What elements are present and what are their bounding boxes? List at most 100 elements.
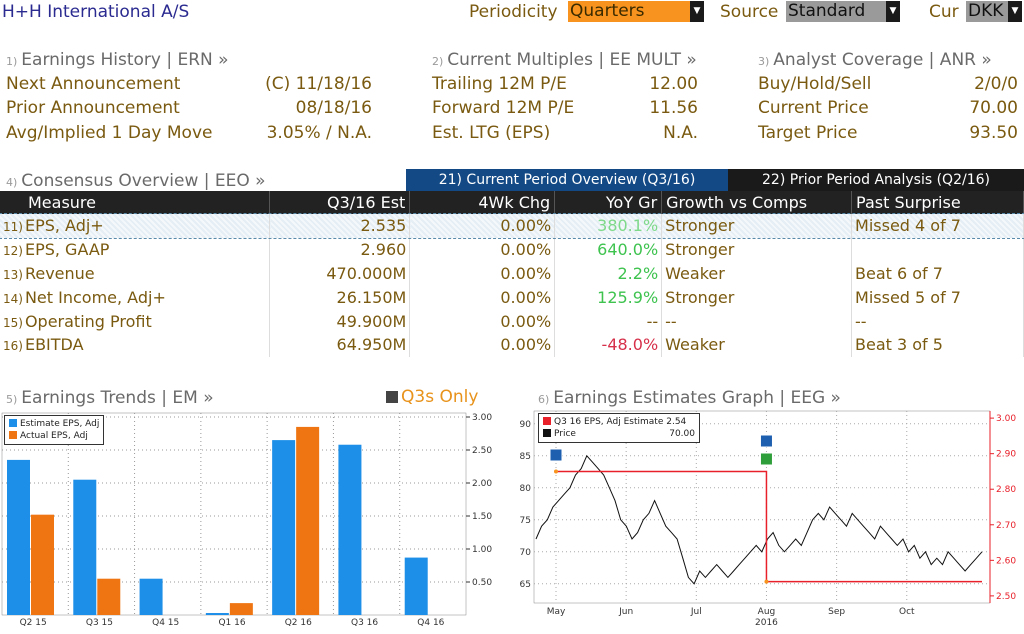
growth-vs-comps: -- xyxy=(661,309,853,333)
measure-cell: 13) Revenue xyxy=(0,261,271,286)
right-ytick-label: 2.90 xyxy=(996,450,1016,460)
right-ytick-label: 3.00 xyxy=(996,414,1016,424)
xtick-label: Q4 16 xyxy=(417,618,444,628)
xtick-label: Oct xyxy=(899,607,915,617)
table-row[interactable]: 14) Net Income, Adj+ 26.150M 0.00% 125.9% Str… xyxy=(0,285,1024,310)
earnings-event-marker xyxy=(549,448,563,462)
bar-estimate xyxy=(7,459,30,615)
cur-label: Cur xyxy=(929,2,959,22)
currency-dropdown[interactable]: DKK ▼ xyxy=(966,1,1022,22)
currency-value: DKK xyxy=(968,1,1004,21)
company-name[interactable]: H+H International A/S xyxy=(2,2,190,22)
eeg-section-title[interactable]: 6) Earnings Estimates Graph | EEG » xyxy=(538,388,841,408)
table-row[interactable]: 16) EBITDA 64.950M 0.00% -48.0% Weaker Beat 3 … xyxy=(0,332,1024,357)
table-row[interactable]: 12) EPS, GAAP 2.960 0.00% 640.0% Stronger xyxy=(0,237,1024,262)
anr-label-0: Buy/Hold/Sell xyxy=(758,74,872,94)
measure-cell: 15) Operating Profit xyxy=(0,309,271,333)
legend-item-price: Price 70.00 xyxy=(543,428,695,440)
left-ytick-label: 85 xyxy=(520,452,531,462)
growth-vs-comps: Weaker xyxy=(661,261,853,286)
bar-estimate xyxy=(338,444,362,615)
mult-value-0: 12.00 xyxy=(649,74,698,94)
xtick-label: Q3 16 xyxy=(351,618,378,628)
measure-cell: 16) EBITDA xyxy=(0,332,271,357)
table-header-row: Measure Q3/16 Est 4Wk Chg YoY Gr Growth … xyxy=(0,191,1024,214)
growth-vs-comps: Stronger xyxy=(661,237,853,262)
mult-section-title[interactable]: 2) Current Multiples | EE MULT » xyxy=(432,50,697,70)
legend-actual-label: Actual EPS, Adj xyxy=(20,431,88,441)
bar-actual xyxy=(97,578,121,615)
estimate-value: 470.000M xyxy=(269,261,411,286)
eeo-section-title[interactable]: 4) Consensus Overview | EEO » xyxy=(6,171,266,191)
growth-vs-comps: Stronger xyxy=(661,214,853,238)
right-ytick-label: 2.80 xyxy=(996,485,1016,495)
four-week-change: 0.00% xyxy=(409,261,556,286)
periodicity-dropdown[interactable]: Quarters ▼ xyxy=(568,1,704,22)
ern-value-2: 3.05% / N.A. xyxy=(266,123,372,143)
mult-value-1: 11.56 xyxy=(649,98,698,118)
anr-num: 3) xyxy=(758,55,770,68)
bar-estimate xyxy=(73,479,97,615)
table-row[interactable]: 15) Operating Profit 49.900M 0.00% -- -- -- xyxy=(0,309,1024,333)
yoy-growth: -- xyxy=(554,309,663,333)
xtick-label: Q1 16 xyxy=(218,618,245,628)
anr-label-1: Current Price xyxy=(758,98,869,118)
col-past-surprise[interactable]: Past Surprise xyxy=(851,191,1024,214)
estimate-value: 64.950M xyxy=(269,332,411,357)
ern-value-0: (C) 11/18/16 xyxy=(265,74,372,94)
ytick-label: 2.50 xyxy=(472,446,492,456)
anr-section-title[interactable]: 3) Analyst Coverage | ANR » xyxy=(758,50,992,70)
anr-value-2: 93.50 xyxy=(969,123,1018,143)
left-ytick-label: 65 xyxy=(520,580,531,590)
ern-title: Earnings History | ERN » xyxy=(21,50,229,70)
earnings-trends-svg: 3.00 2.50 2.00 1.50 1.00 0.50 Q2 15 Q3 15 Q4 15 Q… xyxy=(1,412,492,628)
mult-label-0: Trailing 12M P/E xyxy=(432,74,567,94)
ern-label-0: Next Announcement xyxy=(6,74,181,94)
ern-section-title[interactable]: 1) Earnings History | ERN » xyxy=(6,50,229,70)
past-surprise: Missed 5 of 7 xyxy=(851,285,1024,310)
row-number: 14) xyxy=(3,291,23,306)
tab-current-period[interactable]: 21) Current Period Overview (Q3/16) xyxy=(406,169,728,191)
bar-actual xyxy=(296,426,320,615)
xtick-label: Sep xyxy=(828,607,845,617)
bar-actual xyxy=(31,514,54,615)
yoy-growth: 125.9% xyxy=(554,285,663,310)
past-surprise xyxy=(851,237,1024,262)
legend-swatch-estimate xyxy=(9,419,17,427)
top-bar: H+H International A/S Periodicity Quarte… xyxy=(0,0,1024,26)
bar-estimate xyxy=(272,440,296,615)
bar-estimate xyxy=(139,578,163,615)
anr-value-1: 70.00 xyxy=(969,98,1018,118)
col-4wk-chg[interactable]: 4Wk Chg xyxy=(409,191,556,214)
ytick-label: 1.00 xyxy=(472,545,492,555)
legend-item-q3-estimate: Q3 16 EPS, Adj Estimate 2.54 xyxy=(543,416,695,428)
col-yoy-gr[interactable]: YoY Gr xyxy=(554,191,663,214)
source-dropdown[interactable]: Standard ▼ xyxy=(786,1,900,22)
tab-prior-period[interactable]: 22) Prior Period Analysis (Q2/16) xyxy=(728,169,1024,191)
ern-label-1: Prior Announcement xyxy=(6,98,180,118)
mult-label-2: Est. LTG (EPS) xyxy=(432,123,551,143)
xtick-label: Aug xyxy=(758,607,776,617)
legend-swatch-price xyxy=(543,429,551,437)
bar-estimate xyxy=(205,613,229,615)
line-legend: Q3 16 EPS, Adj Estimate 2.54 Price 70.00 xyxy=(538,413,700,443)
xtick-label: Jul xyxy=(690,607,702,617)
estimate-value: 2.960 xyxy=(269,237,411,262)
col-growth-vs-comps[interactable]: Growth vs Comps xyxy=(661,191,853,214)
eeg-num: 6) xyxy=(538,393,550,406)
q3s-only-label: Q3s Only xyxy=(401,387,479,407)
right-ytick-label: 2.50 xyxy=(996,592,1016,602)
col-measure[interactable]: Measure xyxy=(0,191,271,214)
q3s-only-toggle[interactable]: Q3s Only xyxy=(386,387,478,407)
table-row[interactable]: 11) EPS, Adj+ 2.535 0.00% 380.1% Stronger Miss… xyxy=(0,213,1024,239)
col-est[interactable]: Q3/16 Est xyxy=(269,191,411,214)
estimate-marker xyxy=(554,469,558,474)
table-row[interactable]: 13) Revenue 470.000M 0.00% 2.2% Weaker Beat 6 … xyxy=(0,261,1024,286)
legend-item-estimate: Estimate EPS, Adj xyxy=(9,418,99,430)
past-surprise: Beat 3 of 5 xyxy=(851,332,1024,357)
xtick-label: May xyxy=(547,607,566,617)
checkbox-icon xyxy=(386,391,398,403)
em-section-title[interactable]: 5) Earnings Trends | EM » xyxy=(6,388,214,408)
bar-legend: Estimate EPS, Adj Actual EPS, Adj xyxy=(4,415,105,445)
chevron-down-icon: ▼ xyxy=(1008,1,1022,22)
